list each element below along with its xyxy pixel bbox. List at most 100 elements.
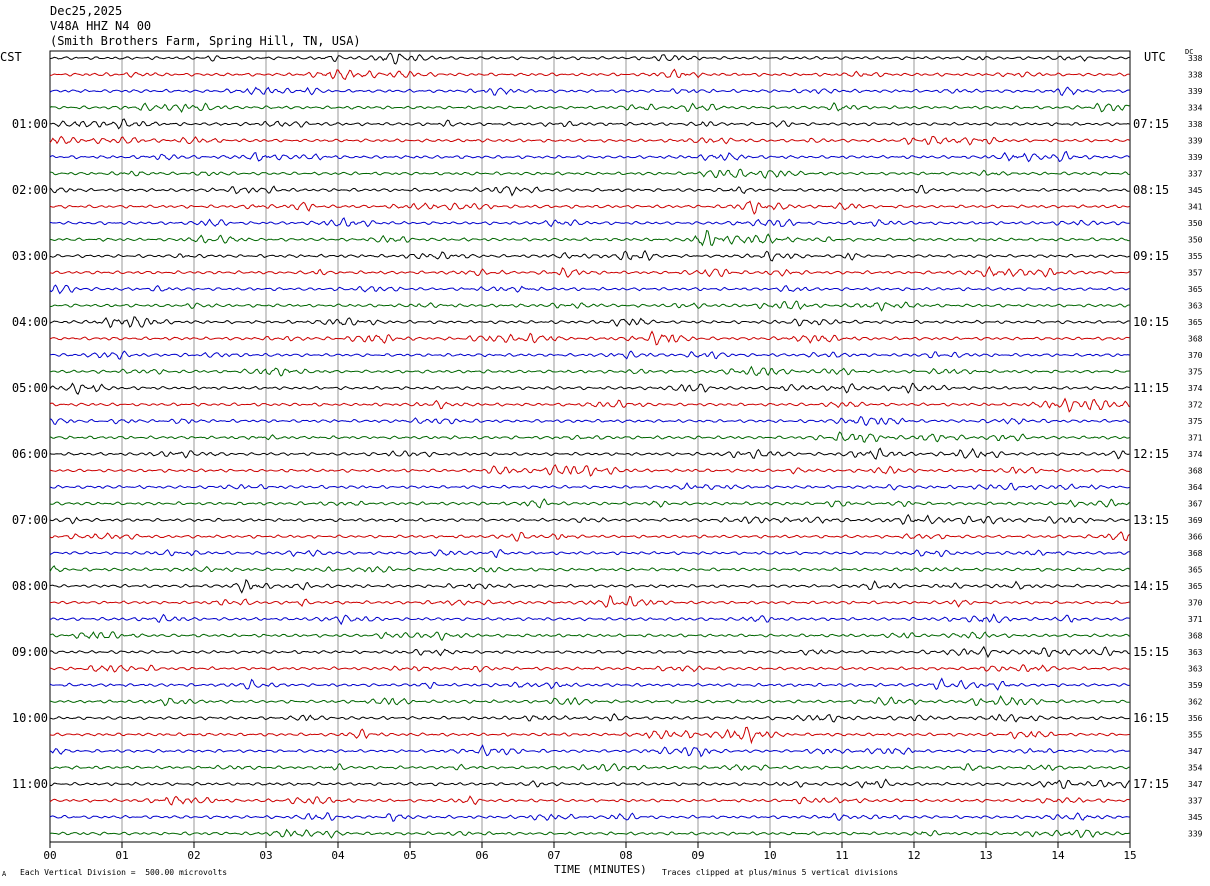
right-hour-label: 15:15	[1133, 645, 1169, 659]
trace-row-41	[49, 726, 1130, 745]
trace-row-21	[49, 397, 1130, 413]
trace-row-2	[49, 86, 1130, 97]
trace-row-22	[49, 416, 1130, 427]
trace-row-44	[49, 778, 1130, 790]
dc-offset-label: 363	[1188, 648, 1203, 657]
dc-offset-label: 338	[1188, 54, 1203, 63]
dc-offset-label: 338	[1188, 120, 1203, 129]
dc-offset-label: 350	[1188, 219, 1203, 228]
right-hour-label: 10:15	[1133, 315, 1169, 329]
trace-row-4	[49, 118, 1130, 130]
trace-row-6	[49, 150, 1130, 163]
trace-row-14	[49, 284, 1130, 295]
trace-row-1	[49, 68, 1130, 81]
plot-frame	[49, 50, 1131, 843]
scale-note: Each Vertical Division = 500.00 microvol…	[20, 868, 228, 877]
dc-offset-label: 365	[1188, 582, 1203, 591]
dc-offset-label: 338	[1188, 71, 1203, 80]
trace-row-20	[49, 382, 1130, 395]
dc-offset-label: 368	[1188, 632, 1203, 641]
dc-offset-label: 355	[1188, 252, 1203, 261]
dc-column-label: DC	[1185, 48, 1194, 56]
dc-offset-label: 368	[1188, 467, 1203, 476]
trace-row-29	[49, 531, 1130, 542]
trace-row-40	[49, 713, 1130, 723]
left-hour-label: 05:00	[12, 381, 48, 395]
dc-offset-label: 357	[1188, 269, 1203, 278]
left-hour-label: 11:00	[12, 777, 48, 791]
dc-offset-label: 364	[1188, 483, 1203, 492]
dc-offset-label: 339	[1188, 87, 1203, 96]
trace-row-10	[49, 217, 1130, 228]
trace-row-9	[49, 200, 1130, 215]
dc-offset-label: 354	[1188, 764, 1203, 773]
trace-row-39	[49, 694, 1130, 707]
left-hour-label: 10:00	[12, 711, 48, 725]
trace-row-30	[49, 548, 1130, 559]
dc-offset-label: 359	[1188, 681, 1203, 690]
trace-row-7	[49, 168, 1130, 179]
trace-row-32	[49, 578, 1130, 594]
right-hour-label: 09:15	[1133, 249, 1169, 263]
dc-offset-label: 347	[1188, 780, 1203, 789]
dc-offset-label: 375	[1188, 417, 1203, 426]
dc-offset-label: 365	[1188, 318, 1203, 327]
trace-row-45	[49, 795, 1130, 806]
trace-row-23	[49, 431, 1130, 443]
dc-offset-label: 371	[1188, 434, 1203, 443]
dc-offset-label: 350	[1188, 236, 1203, 245]
trace-row-28	[49, 513, 1130, 525]
dc-offset-label: 363	[1188, 302, 1203, 311]
x-tick-label: 09	[691, 849, 704, 862]
dc-offset-label: 365	[1188, 285, 1203, 294]
trace-row-31	[49, 565, 1130, 573]
x-tick-label: 00	[43, 849, 56, 862]
trace-row-24	[49, 447, 1130, 460]
x-tick-label: 08	[619, 849, 632, 862]
trace-row-26	[49, 482, 1130, 491]
x-axis-label: TIME (MINUTES)	[554, 863, 647, 876]
trace-row-34	[49, 613, 1130, 626]
header-station: V48A HHZ N4 00	[50, 19, 152, 33]
x-tick-label: 10	[763, 849, 776, 862]
dc-offset-label: 365	[1188, 566, 1203, 575]
dc-offset-label: 369	[1188, 516, 1203, 525]
trace-row-27	[49, 498, 1130, 509]
right-hour-label: 14:15	[1133, 579, 1169, 593]
x-tick-label: 01	[115, 849, 128, 862]
x-tick-label: 11	[835, 849, 848, 862]
dc-offset-label: 371	[1188, 615, 1203, 624]
left-hour-label: 02:00	[12, 183, 48, 197]
left-hour-label: 08:00	[12, 579, 48, 593]
trace-row-12	[49, 249, 1130, 262]
clip-note: Traces clipped at plus/minus 5 vertical …	[662, 868, 899, 877]
x-tick-label: 12	[907, 849, 920, 862]
dc-offset-label: 345	[1188, 813, 1203, 822]
trace-row-8	[49, 184, 1130, 197]
dc-offset-label: 355	[1188, 731, 1203, 740]
x-tick-label: 05	[403, 849, 416, 862]
trace-row-37	[49, 664, 1130, 673]
footer-mark: A	[2, 870, 7, 878]
trace-row-47	[49, 828, 1130, 839]
dc-offset-label: 347	[1188, 747, 1203, 756]
left-timezone-label: CST	[0, 50, 22, 64]
trace-row-15	[49, 300, 1130, 312]
trace-row-3	[49, 102, 1130, 113]
dc-offset-label: 370	[1188, 351, 1203, 360]
right-hour-label: 07:15	[1133, 117, 1169, 131]
trace-row-5	[49, 135, 1130, 146]
left-hour-label: 07:00	[12, 513, 48, 527]
header-date: Dec25,2025	[50, 4, 123, 18]
dc-offset-label: 341	[1188, 203, 1203, 212]
trace-row-17	[49, 330, 1130, 346]
left-hour-label: 09:00	[12, 645, 48, 659]
x-tick-label: 02	[187, 849, 200, 862]
left-hour-label: 04:00	[12, 315, 48, 329]
right-hour-label: 08:15	[1133, 183, 1169, 197]
dc-offset-label: 339	[1188, 137, 1203, 146]
dc-offset-label: 367	[1188, 500, 1203, 509]
trace-row-43	[49, 762, 1130, 772]
x-tick-label: 06	[475, 849, 488, 862]
